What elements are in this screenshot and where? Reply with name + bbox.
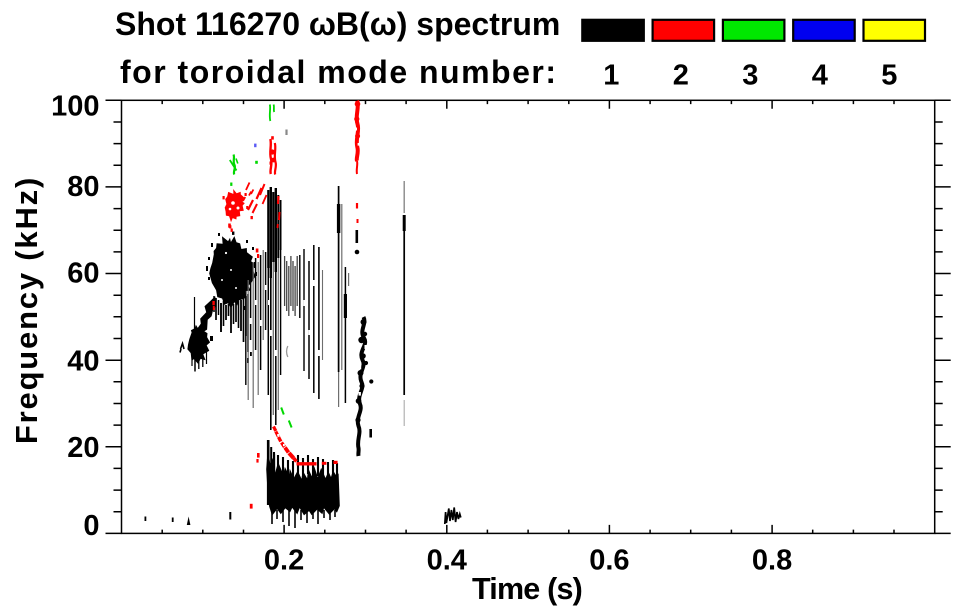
svg-text:0: 0 xyxy=(83,510,99,542)
svg-text:4: 4 xyxy=(812,60,828,92)
svg-text:for toroidal mode number:: for toroidal mode number: xyxy=(120,54,558,90)
svg-text:0.2: 0.2 xyxy=(264,545,304,577)
svg-text:80: 80 xyxy=(67,171,99,203)
svg-text:100: 100 xyxy=(51,90,99,122)
svg-text:5: 5 xyxy=(881,60,897,92)
svg-text:2: 2 xyxy=(673,60,689,92)
svg-text:3: 3 xyxy=(742,60,758,92)
svg-text:0.8: 0.8 xyxy=(752,545,792,577)
svg-text:20: 20 xyxy=(67,432,99,464)
svg-text:40: 40 xyxy=(67,345,99,377)
svg-text:Time (s): Time (s) xyxy=(472,572,582,606)
svg-text:0.4: 0.4 xyxy=(427,545,467,577)
svg-text:Shot 116270 ωB(ω) spectrum: Shot 116270 ωB(ω) spectrum xyxy=(115,6,560,42)
svg-text:0.6: 0.6 xyxy=(589,545,629,577)
svg-text:60: 60 xyxy=(67,258,99,290)
svg-text:Frequency (kHz): Frequency (kHz) xyxy=(9,176,44,444)
svg-text:1: 1 xyxy=(603,60,619,92)
